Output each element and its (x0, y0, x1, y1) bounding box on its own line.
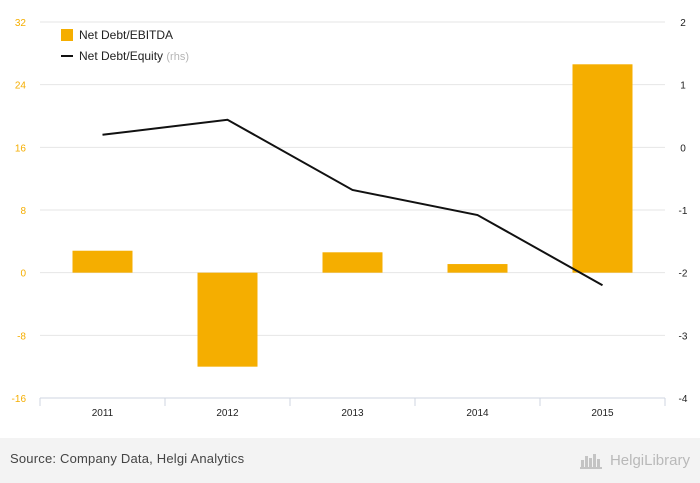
left-axis-tick-label: 16 (15, 143, 27, 154)
x-axis-category-label: 2015 (591, 408, 614, 419)
legend-label-net-debt-equity: Net Debt/Equity (rhs) (79, 49, 189, 63)
legend-swatch-net-debt-ebitda (61, 29, 73, 41)
right-axis-tick-label: 2 (680, 18, 686, 29)
left-axis-tick-label: -16 (12, 394, 27, 405)
left-axis-tick-label: 8 (20, 206, 26, 217)
right-axis-tick-label: -1 (679, 206, 688, 217)
legend-label-net-debt-ebitda: Net Debt/EBITDA (79, 28, 173, 42)
right-axis-tick-label: 0 (680, 143, 686, 154)
chart: -16 -8 0 8 16 24 32 -4 -3 -2 -1 0 1 2 2011 2012 2013 2014… (12, 18, 688, 419)
legend-rhs-note: (rhs) (166, 51, 189, 63)
x-axis-category-label: 2013 (341, 408, 364, 419)
left-axis-tick-label: 32 (15, 18, 27, 29)
bar (197, 272, 258, 367)
right-axis-tick-label: -2 (679, 269, 688, 280)
left-axis-tick-label: 0 (20, 269, 26, 280)
bar (572, 64, 633, 273)
right-axis-tick-label: -3 (679, 331, 688, 342)
right-axis-tick-label: -4 (679, 394, 688, 405)
left-axis-tick-label: -8 (17, 331, 26, 342)
bar (322, 252, 383, 273)
brand[interactable]: HelgiLibrary (579, 447, 690, 473)
source-text: Source: Company Data, Helgi Analytics (10, 451, 245, 466)
brand-name: HelgiLibrary (609, 451, 690, 469)
right-axis-tick-label: 1 (680, 81, 686, 92)
x-axis-category-label: 2012 (216, 408, 239, 419)
helgi-logo-icon (579, 454, 602, 469)
left-axis-tick-label: 24 (15, 81, 27, 92)
bar (72, 250, 133, 273)
x-axis-category-label: 2014 (466, 408, 489, 419)
x-axis-category-label: 2011 (92, 408, 114, 419)
bar (447, 264, 508, 273)
footer: Source: Company Data, Helgi Analytics He… (0, 438, 700, 483)
